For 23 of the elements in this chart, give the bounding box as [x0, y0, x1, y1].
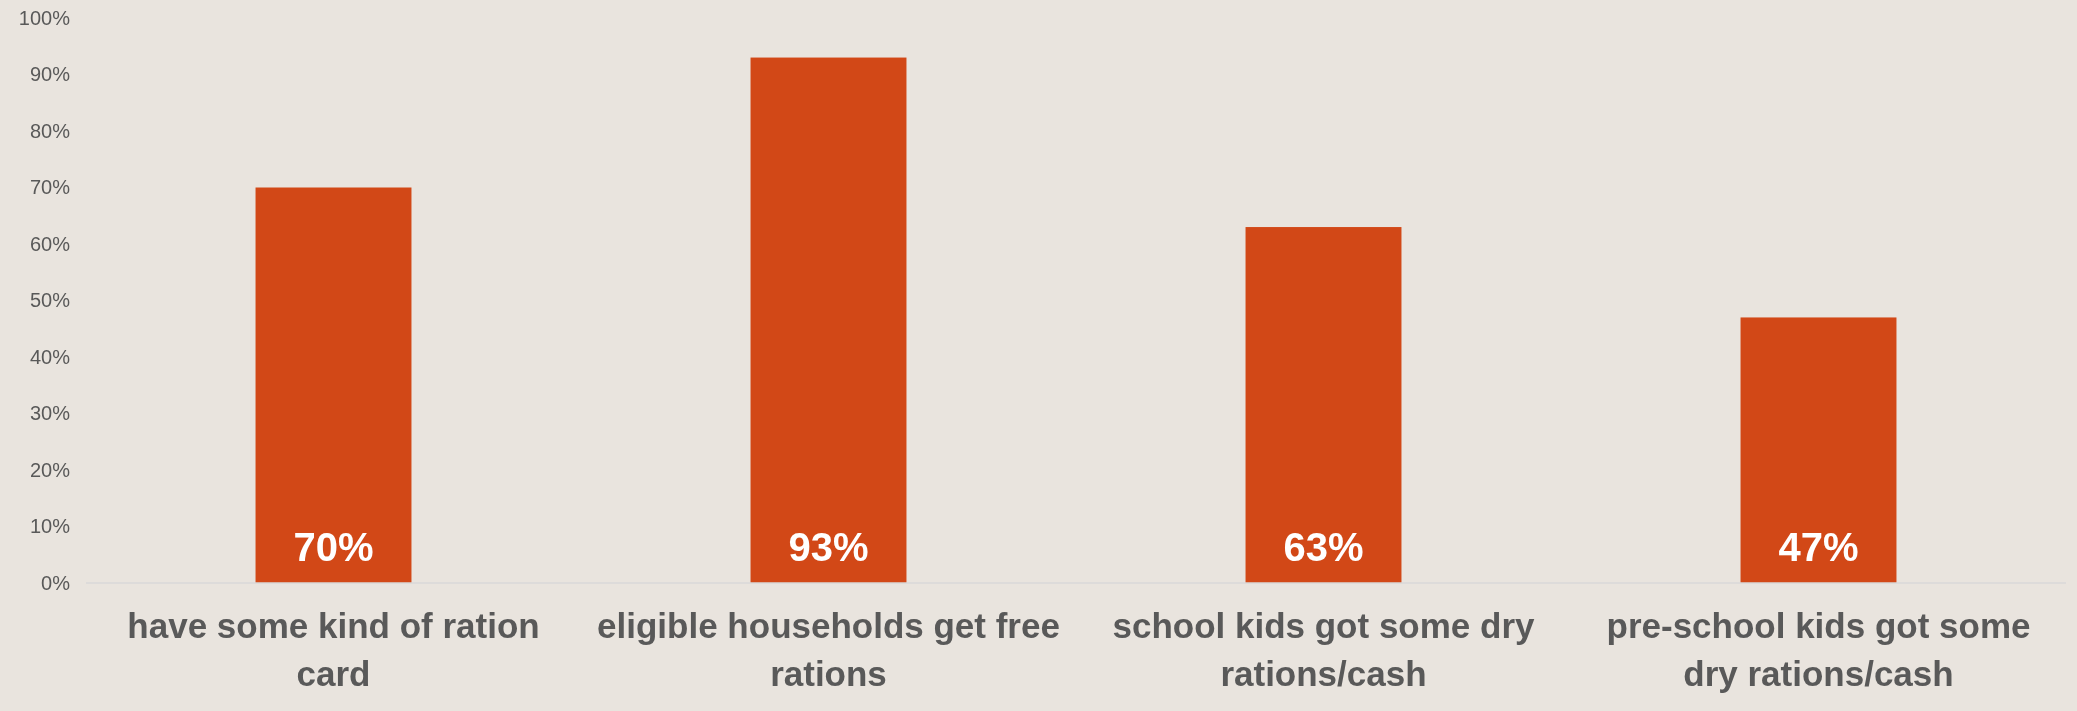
bar [1245, 227, 1402, 583]
y-tick-label: 10% [29, 515, 71, 538]
y-tick-label: 90% [29, 63, 71, 86]
y-tick-label: 60% [29, 232, 71, 255]
y-tick-label: 80% [29, 119, 71, 142]
y-tick-label: 40% [29, 345, 71, 368]
bar [750, 57, 907, 583]
bar [255, 187, 412, 583]
y-tick-label: 50% [29, 289, 71, 312]
x-tick-label: pre-school kids got some dry rations/cash [1606, 606, 2031, 693]
data-label: 70% [293, 525, 374, 569]
y-tick-label: 70% [29, 176, 71, 199]
y-tick-label: 0% [41, 571, 71, 594]
data-label: 63% [1283, 525, 1364, 569]
y-tick-label: 100% [18, 6, 71, 29]
x-tick-label: eligible households get free rations [597, 606, 1060, 693]
data-label: 47% [1778, 525, 1859, 569]
x-tick-label: school kids got some dry rations/cash [1112, 606, 1536, 693]
y-tick-label: 20% [29, 458, 71, 481]
x-tick-label: have some kind of ration card [127, 606, 540, 693]
bar [1740, 317, 1897, 583]
y-tick-label: 30% [29, 402, 71, 425]
data-label: 93% [788, 525, 869, 569]
